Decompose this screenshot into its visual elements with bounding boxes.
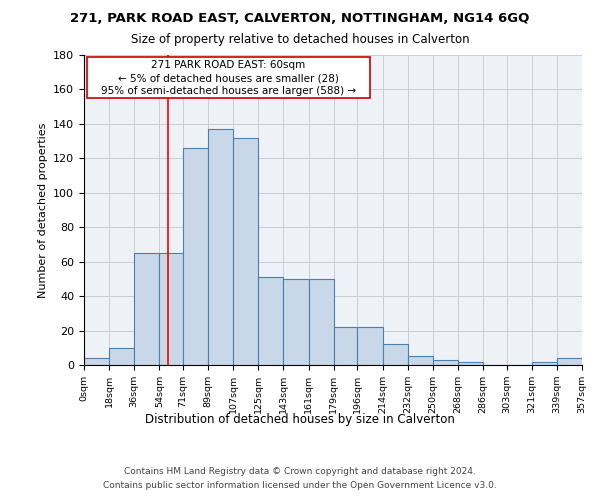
FancyBboxPatch shape [87,56,370,98]
Text: 271, PARK ROAD EAST, CALVERTON, NOTTINGHAM, NG14 6GQ: 271, PARK ROAD EAST, CALVERTON, NOTTINGH… [70,12,530,26]
Y-axis label: Number of detached properties: Number of detached properties [38,122,47,298]
Bar [84,358,109,365]
Bar [259,277,283,365]
Bar [334,327,358,365]
Bar [134,253,160,365]
Bar [109,348,134,365]
Bar [557,358,582,365]
Text: Contains HM Land Registry data © Crown copyright and database right 2024.: Contains HM Land Registry data © Crown c… [124,468,476,476]
Bar [183,148,208,365]
Bar [160,253,183,365]
Bar [208,129,233,365]
Text: Size of property relative to detached houses in Calverton: Size of property relative to detached ho… [131,32,469,46]
Bar [283,279,308,365]
Text: 271 PARK ROAD EAST: 60sqm: 271 PARK ROAD EAST: 60sqm [151,60,305,70]
Text: 95% of semi-detached houses are larger (588) →: 95% of semi-detached houses are larger (… [101,86,356,96]
Bar [532,362,557,365]
Bar [358,327,383,365]
Bar [233,138,259,365]
Text: Contains public sector information licensed under the Open Government Licence v3: Contains public sector information licen… [103,481,497,490]
Bar [433,360,458,365]
Text: Distribution of detached houses by size in Calverton: Distribution of detached houses by size … [145,412,455,426]
Bar [458,362,483,365]
Bar [383,344,407,365]
Bar [308,279,334,365]
Text: ← 5% of detached houses are smaller (28): ← 5% of detached houses are smaller (28) [118,73,339,83]
Bar [407,356,433,365]
